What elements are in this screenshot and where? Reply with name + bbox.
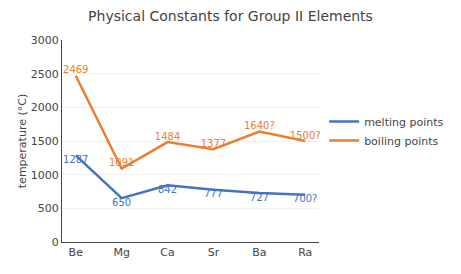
svg-text:700?: 700? — [293, 193, 317, 204]
svg-text:727: 727 — [250, 192, 269, 203]
svg-text:melting points: melting points — [364, 116, 443, 129]
svg-text:1640?: 1640? — [244, 120, 275, 131]
svg-text:500: 500 — [38, 202, 59, 215]
svg-text:1287: 1287 — [63, 154, 88, 165]
svg-text:650: 650 — [112, 197, 131, 208]
svg-text:Ra: Ra — [298, 246, 312, 259]
svg-text:3000: 3000 — [31, 34, 59, 47]
svg-text:Ca: Ca — [160, 246, 174, 259]
svg-text:2000: 2000 — [31, 101, 59, 114]
svg-text:2469: 2469 — [63, 64, 88, 75]
svg-text:boiling points: boiling points — [364, 135, 438, 148]
svg-text:1377: 1377 — [201, 138, 226, 149]
svg-text:1484: 1484 — [155, 131, 180, 142]
svg-text:temperature (°C): temperature (°C) — [16, 94, 29, 188]
svg-text:Sr: Sr — [208, 246, 220, 259]
svg-text:Mg: Mg — [113, 246, 129, 259]
svg-text:Physical Constants for Group I: Physical Constants for Group II Elements — [88, 8, 373, 24]
svg-text:1500?: 1500? — [290, 130, 321, 141]
svg-text:1000: 1000 — [31, 169, 59, 182]
svg-text:1500: 1500 — [31, 135, 59, 148]
svg-text:Ba: Ba — [252, 246, 266, 259]
svg-text:777: 777 — [204, 188, 223, 199]
svg-text:0: 0 — [52, 236, 59, 249]
svg-text:842: 842 — [158, 184, 177, 195]
svg-text:1091: 1091 — [109, 157, 134, 168]
svg-text:2500: 2500 — [31, 68, 59, 81]
svg-text:Be: Be — [69, 246, 84, 259]
